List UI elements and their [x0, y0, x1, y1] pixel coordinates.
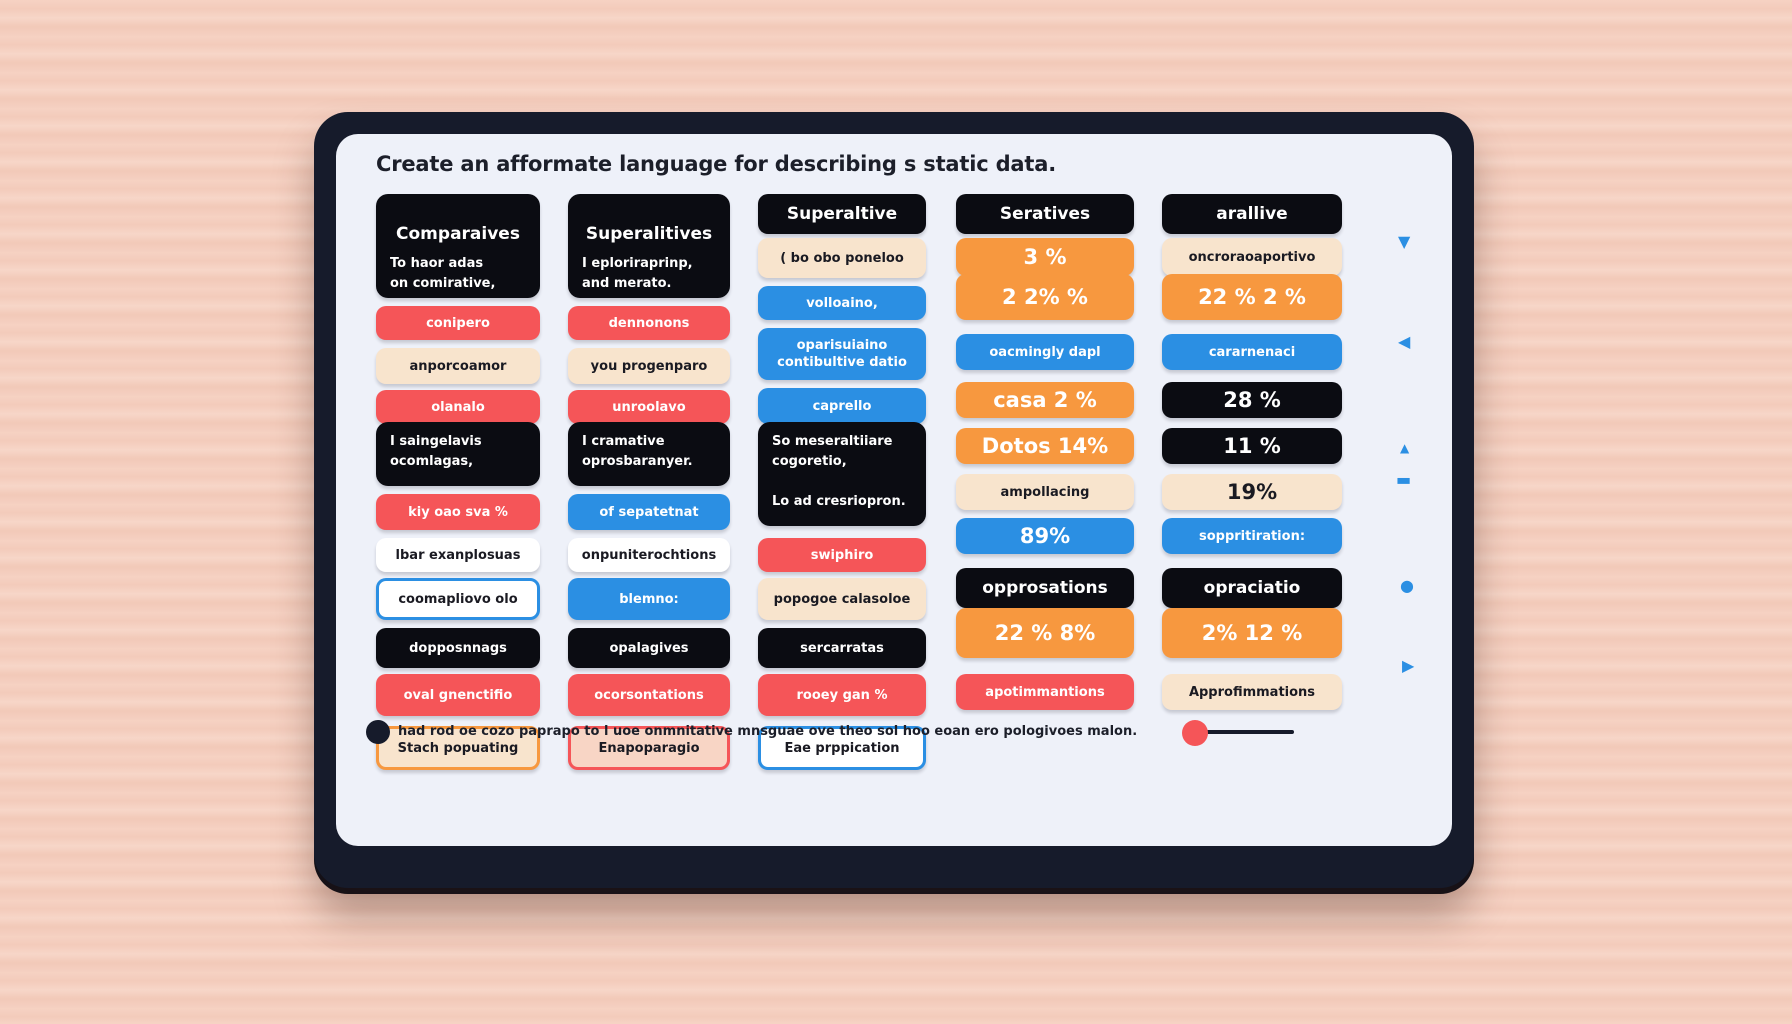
- superlatives-header: Superalitives: [585, 224, 713, 244]
- status-dot: [366, 720, 390, 744]
- col3-text-card: So meseraltiiare cogoretio, Lo ad cresri…: [758, 422, 926, 526]
- footer-text: had rod oe cozo paprapo to l uoe onmnita…: [398, 724, 1138, 739]
- col2-chip-2[interactable]: you progenparo: [568, 348, 730, 384]
- col5-stat-2: 2% 12 %: [1162, 608, 1342, 658]
- tablet-device: Create an afformate language for describ…: [314, 112, 1474, 888]
- col4-chip-7[interactable]: apotimmantions: [956, 674, 1134, 710]
- shape-icon[interactable]: ●: [1400, 576, 1414, 595]
- col1-chip-6[interactable]: coomapliovo olo: [376, 578, 540, 620]
- col3-chip-5[interactable]: swiphiro: [758, 538, 926, 572]
- footer-bar: had rod oe cozo paprapo to l uoe onmnita…: [366, 716, 1426, 748]
- seratives-header: Seratives: [956, 194, 1134, 234]
- col5-chip-7[interactable]: opraciatio: [1162, 568, 1342, 608]
- col5-chip-1[interactable]: oncroraoaportivo: [1162, 238, 1342, 276]
- col2-chip-7[interactable]: opalagives: [568, 628, 730, 668]
- col5-chip-8[interactable]: Approfimmations: [1162, 674, 1342, 710]
- col1-chip-7[interactable]: dopposnnags: [376, 628, 540, 668]
- arrow-up-icon[interactable]: ▲: [1400, 441, 1410, 455]
- col3-chip-3[interactable]: oparisuiaino contibultive datio: [758, 328, 926, 380]
- arrow-down-icon[interactable]: ▼: [1398, 232, 1411, 251]
- col1-chip-1[interactable]: conipero: [376, 306, 540, 340]
- col1-chip-3[interactable]: olanalo: [376, 390, 540, 424]
- play-icon[interactable]: ▶: [1402, 656, 1415, 675]
- col5-chip-5[interactable]: 19%: [1162, 474, 1342, 510]
- comparatives-header: Comparaives: [396, 224, 520, 244]
- col5-stat-1: 22 % 2 %: [1162, 274, 1342, 320]
- col5-chip-3[interactable]: 28 %: [1162, 382, 1342, 418]
- superlative-header: Superaltive: [758, 194, 926, 234]
- col3-chip-6[interactable]: popogoe calasoloe: [758, 578, 926, 620]
- col2-chip-5[interactable]: onpuniterochtions: [568, 538, 730, 572]
- col5-chip-6[interactable]: soppritiration:: [1162, 518, 1342, 554]
- superlatives-card: Superalitives I eploriraprinp, and merato…: [568, 194, 730, 298]
- col2-chip-9[interactable]: Enapoparagio: [568, 726, 730, 770]
- col3-chip-2[interactable]: volloaino,: [758, 286, 926, 320]
- col2-chip-4[interactable]: of sepatetnat: [568, 494, 730, 530]
- col2-text-card: I cramative oprosbaranyer.: [568, 422, 730, 486]
- col3-chip-7[interactable]: sercarratas: [758, 628, 926, 668]
- col1-chip-5[interactable]: lbar exanplosuas: [376, 538, 540, 572]
- col2-chip-1[interactable]: dennonons: [568, 306, 730, 340]
- superlatives-text: I eploriraprinp, and merato.: [582, 256, 693, 291]
- col1-chip-2[interactable]: anporcoamor: [376, 348, 540, 384]
- slider-knob[interactable]: [1182, 720, 1208, 746]
- col2-chip-6[interactable]: blemno:: [568, 578, 730, 620]
- col3-chip-1[interactable]: ( bo obo poneloo: [758, 238, 926, 278]
- col4-stat-2: 2 2% %: [956, 274, 1134, 320]
- page-title: Create an afformate language for describ…: [376, 152, 1056, 176]
- col5-chip-2[interactable]: cararnenaci: [1162, 334, 1342, 370]
- col4-chip-5[interactable]: 89%: [956, 518, 1134, 554]
- col4-stat-1: 3 %: [956, 238, 1134, 276]
- col3-chip-9[interactable]: Eae prppication: [758, 726, 926, 770]
- col4-chip-2[interactable]: casa 2 %: [956, 382, 1134, 418]
- col1-chip-4[interactable]: kiy oao sva %: [376, 494, 540, 530]
- dash-icon[interactable]: ▬: [1396, 470, 1412, 489]
- arallive-header: arallive: [1162, 194, 1342, 234]
- col1-chip-8[interactable]: oval gnenctifio: [376, 674, 540, 716]
- col4-chip-1[interactable]: oacmingly dapl: [956, 334, 1134, 370]
- comparatives-card: Comparaives To haor adas on comirative,: [376, 194, 540, 298]
- col5-chip-4[interactable]: 11 %: [1162, 428, 1342, 464]
- slider-track[interactable]: [1198, 730, 1294, 734]
- col3-chip-8[interactable]: rooey gan %: [758, 674, 926, 716]
- col4-stat-3: 22 % 8%: [956, 608, 1134, 658]
- col4-chip-3[interactable]: Dotos 14%: [956, 428, 1134, 464]
- screen: Create an afformate language for describ…: [336, 134, 1452, 846]
- col3-chip-4[interactable]: caprello: [758, 388, 926, 424]
- col1-chip-9[interactable]: Stach popuating: [376, 726, 540, 770]
- col1-text-card: I saingelavis ocomlagas,: [376, 422, 540, 486]
- comparatives-text: To haor adas on comirative,: [390, 256, 496, 291]
- col4-chip-6[interactable]: opprosations: [956, 568, 1134, 608]
- col4-chip-4[interactable]: ampollacing: [956, 474, 1134, 510]
- col2-chip-8[interactable]: ocorsontations: [568, 674, 730, 716]
- arrow-left-icon[interactable]: ◀: [1398, 332, 1411, 351]
- col2-chip-3[interactable]: unroolavo: [568, 390, 730, 424]
